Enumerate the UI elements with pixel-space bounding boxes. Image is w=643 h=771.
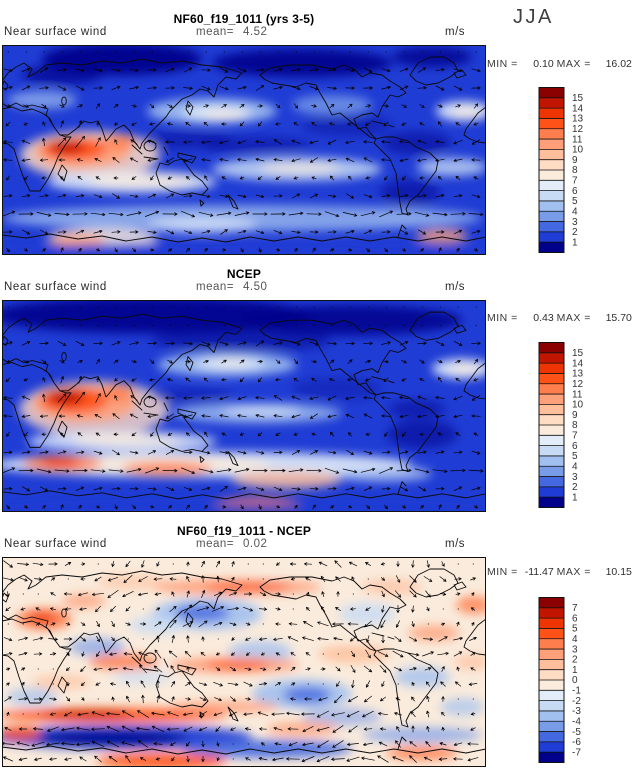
svg-text:1: 1: [572, 237, 578, 248]
svg-text:5: 5: [572, 451, 578, 462]
panel1-max-label: MAX =: [556, 58, 591, 70]
svg-text:3: 3: [572, 472, 578, 483]
panel2-mean-label: mean=: [196, 281, 234, 293]
panel1-stats: MIN = 0.10 MAX = 16.02: [487, 58, 643, 70]
panel1-min-label: MIN =: [487, 58, 518, 70]
svg-text:-2: -2: [572, 696, 581, 707]
svg-text:8: 8: [572, 420, 578, 431]
svg-text:4: 4: [572, 206, 578, 217]
svg-text:9: 9: [572, 155, 578, 166]
panel1-min-value: 0.10: [533, 58, 554, 70]
svg-text:7: 7: [572, 431, 578, 442]
panel3-max-value: 10.15: [605, 566, 632, 578]
svg-text:-1: -1: [572, 686, 581, 697]
svg-text:2: 2: [572, 655, 578, 666]
svg-text:13: 13: [572, 114, 584, 125]
svg-text:2: 2: [572, 482, 578, 493]
svg-text:5: 5: [572, 196, 578, 207]
svg-text:6: 6: [572, 186, 578, 197]
panel1-mean-value: 4.52: [243, 26, 268, 38]
panel2-min-label: MIN =: [487, 312, 518, 324]
panel2-field-label: Near surface wind: [4, 281, 107, 293]
panel3-max-label: MAX =: [556, 566, 591, 578]
panel1-label-row: Near surface wind mean= 4.52 m/s: [0, 26, 488, 41]
panel3-min-value: -11.47: [524, 566, 554, 578]
svg-text:6: 6: [572, 441, 578, 452]
svg-text:14: 14: [572, 103, 584, 114]
panel2-max-value: 15.70: [605, 312, 632, 324]
panel1-max-value: 16.02: [605, 58, 632, 70]
panel3-difference-map: [2, 557, 486, 767]
svg-text:14: 14: [572, 358, 584, 369]
panel3-title: NF60_f19_1011 - NCEP: [176, 523, 312, 538]
svg-text:0: 0: [572, 675, 578, 686]
svg-text:15: 15: [572, 348, 584, 359]
panel2-mean-value: 4.50: [243, 281, 268, 293]
svg-text:-4: -4: [572, 716, 581, 727]
panel2-stats: MIN = 0.43 MAX = 15.70: [487, 312, 643, 324]
svg-text:-5: -5: [572, 727, 581, 738]
panel2-max-label: MAX =: [556, 312, 591, 324]
panel3-units: m/s: [445, 538, 466, 550]
svg-text:8: 8: [572, 165, 578, 176]
svg-text:12: 12: [572, 124, 584, 135]
panel1-wind-map: [2, 45, 486, 255]
panel1-colorbar: 15 14 13 12 11 10 9 8 7 6 5 4 3 2 1: [538, 86, 628, 256]
svg-text:5: 5: [572, 624, 578, 635]
svg-text:-6: -6: [572, 737, 581, 748]
svg-text:10: 10: [572, 400, 584, 411]
svg-text:12: 12: [572, 379, 584, 390]
svg-text:7: 7: [572, 176, 578, 187]
panel3-min-label: MIN =: [487, 566, 518, 578]
panel2-label-row: Near surface wind mean= 4.50 m/s: [0, 281, 488, 296]
svg-text:11: 11: [572, 389, 583, 400]
svg-text:4: 4: [572, 461, 578, 472]
panel2-wind-map: [2, 300, 486, 512]
svg-text:13: 13: [572, 369, 584, 380]
svg-text:2: 2: [572, 227, 578, 238]
panel2-title: NCEP: [226, 266, 262, 281]
panel1-field-label: Near surface wind: [4, 26, 107, 38]
season-label: JJA: [513, 6, 554, 28]
svg-text:7: 7: [572, 603, 578, 614]
panel3-stats: MIN = -11.47 MAX = 10.15: [487, 566, 643, 578]
svg-text:11: 11: [572, 134, 583, 145]
svg-text:4: 4: [572, 634, 578, 645]
panel3-colorbar: 7 6 5 4 3 2 1 0 -1 -2 -3 -4 -5 -6 -7: [538, 596, 628, 766]
panel2-colorbar: 15 14 13 12 11 10 9 8 7 6 5 4 3 2 1: [538, 341, 628, 511]
panel2-min-value: 0.43: [533, 312, 554, 324]
panel3-mean-value: 0.02: [243, 538, 268, 550]
svg-text:9: 9: [572, 410, 578, 421]
svg-text:-3: -3: [572, 706, 581, 717]
panel2-units: m/s: [445, 281, 466, 293]
panel1-mean-label: mean=: [196, 26, 234, 38]
panel1-units: m/s: [445, 26, 466, 38]
svg-text:3: 3: [572, 644, 578, 655]
svg-text:6: 6: [572, 613, 578, 624]
panel3-mean-label: mean=: [196, 538, 234, 550]
svg-text:-7: -7: [572, 747, 581, 758]
panel3-field-label: Near surface wind: [4, 538, 107, 550]
panel1-title: NF60_f19_1011 (yrs 3-5): [173, 11, 315, 26]
svg-text:15: 15: [572, 93, 584, 104]
svg-text:10: 10: [572, 145, 584, 156]
svg-text:3: 3: [572, 217, 578, 228]
panel3-label-row: Near surface wind mean= 0.02 m/s: [0, 538, 488, 553]
svg-text:1: 1: [572, 665, 578, 676]
svg-text:1: 1: [572, 492, 578, 503]
